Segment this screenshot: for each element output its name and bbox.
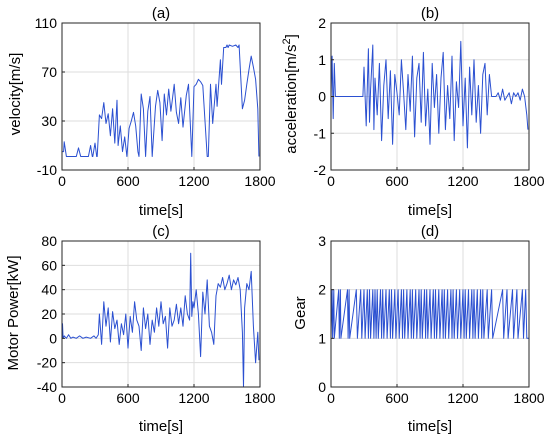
panel-d-xlabel: time[s] xyxy=(408,418,452,435)
panel-b-ytick-label-4: 2 xyxy=(318,15,326,31)
panel-b-series-line xyxy=(330,40,529,149)
panel-c-xtick-label-3: 1800 xyxy=(244,390,275,406)
panel-b-xtick-label-1: 600 xyxy=(385,173,409,189)
panel-a-ylabel: velocity[m/s] xyxy=(7,53,24,136)
panel-a-xtick-label-0: 0 xyxy=(58,173,66,189)
panel-c-xtick-label-2: 1200 xyxy=(178,390,209,406)
panel-c-xtick-label-1: 600 xyxy=(116,390,140,406)
panel-a-title: (a) xyxy=(152,5,170,22)
panel-b-ytick-label-0: -2 xyxy=(314,162,327,178)
panel-d-title: (d) xyxy=(421,223,439,240)
panel-a-series-line xyxy=(62,44,260,157)
panel-d-xtick-label-3: 1800 xyxy=(513,390,544,406)
panel-b-ytick-label-1: -1 xyxy=(314,125,327,141)
panel-c-xtick-label-0: 0 xyxy=(58,390,66,406)
panel-c-title: (c) xyxy=(152,223,170,240)
panel-b-ytick-label-3: 1 xyxy=(318,52,326,68)
panel-a-ytick-label-2: 70 xyxy=(41,64,57,80)
panel-c-ytick-label-2: 0 xyxy=(49,330,57,346)
panel-a-axes-box xyxy=(61,22,261,171)
panel-d-ytick-label-0: 0 xyxy=(318,379,326,395)
panel-c-series-line xyxy=(61,252,260,388)
panel-a-xtick-label-3: 1800 xyxy=(244,173,275,189)
panel-b-xlabel: time[s] xyxy=(408,202,452,219)
panel-d-xtick-label-2: 1200 xyxy=(447,390,478,406)
panel-b-ytick-label-2: 0 xyxy=(318,89,326,105)
panel-d-ytick-label-2: 2 xyxy=(318,282,326,298)
panel-c-ytick-label-5: 60 xyxy=(41,257,57,273)
panel-c-ytick-label-0: -40 xyxy=(37,379,57,395)
panel-b-xtick-label-3: 1800 xyxy=(513,173,544,189)
panel-a-ytick-label-0: -10 xyxy=(37,162,57,178)
panel-c-ytick-label-4: 40 xyxy=(41,282,57,298)
panel-c-ytick-label-6: 80 xyxy=(41,233,57,249)
panel-b-xtick-label-0: 0 xyxy=(327,173,335,189)
panel-b: (b) acceleration[m/s2] time[s] 0 600 1200 1… xyxy=(281,5,545,219)
panel-c-ylabel: Motor Power[kW] xyxy=(5,255,22,370)
panel-d-series-line xyxy=(330,289,529,339)
panel-a-ytick-label-3: 110 xyxy=(35,15,58,31)
panel-d-ytick-label-3: 3 xyxy=(318,233,326,249)
panel-c-ytick-label-1: -20 xyxy=(37,355,57,371)
panel-c: (c) Motor Power[kW] time[s] 0 600 1200 1800… xyxy=(5,223,276,435)
panel-a-xlabel: time[s] xyxy=(139,202,183,219)
panel-a: (a) velocity[m/s] time[s] 0 600 1200 1800 -1… xyxy=(7,5,276,219)
panel-c-ytick-label-3: 20 xyxy=(41,306,57,322)
panel-d-ytick-label-1: 1 xyxy=(318,330,326,346)
panel-d-axes-box xyxy=(330,240,530,388)
panel-b-title: (b) xyxy=(421,5,439,22)
panel-b-ylabel: acceleration[m/s2] xyxy=(281,34,300,154)
panel-d-xtick-label-0: 0 xyxy=(327,390,335,406)
panel-d-plot-area xyxy=(331,241,529,387)
panel-d-ylabel: Gear xyxy=(292,296,309,329)
panel-c-xlabel: time[s] xyxy=(139,418,183,435)
panel-d-xtick-label-1: 600 xyxy=(385,390,409,406)
panel-b-xtick-label-2: 1200 xyxy=(447,173,478,189)
panel-d: (d) Gear time[s] 0 600 1200 1800 0 1 2 3 xyxy=(292,223,545,435)
panel-a-xtick-label-2: 1200 xyxy=(178,173,209,189)
panel-a-ytick-label-1: 30 xyxy=(41,113,57,129)
panel-a-xtick-label-1: 600 xyxy=(116,173,140,189)
